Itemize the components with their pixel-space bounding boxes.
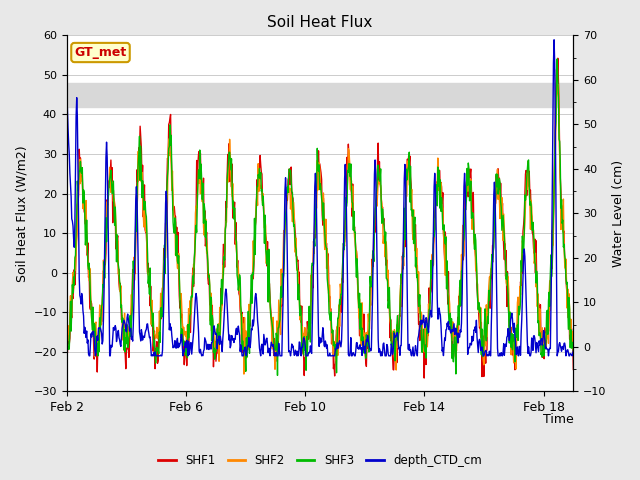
Y-axis label: Soil Heat Flux (W/m2): Soil Heat Flux (W/m2) [15, 145, 28, 282]
Legend: SHF1, SHF2, SHF3, depth_CTD_cm: SHF1, SHF2, SHF3, depth_CTD_cm [154, 449, 486, 472]
Text: GT_met: GT_met [74, 46, 127, 59]
Y-axis label: Water Level (cm): Water Level (cm) [612, 160, 625, 267]
Text: Time: Time [543, 413, 573, 426]
Title: Soil Heat Flux: Soil Heat Flux [268, 15, 372, 30]
Bar [67, 83, 573, 107]
